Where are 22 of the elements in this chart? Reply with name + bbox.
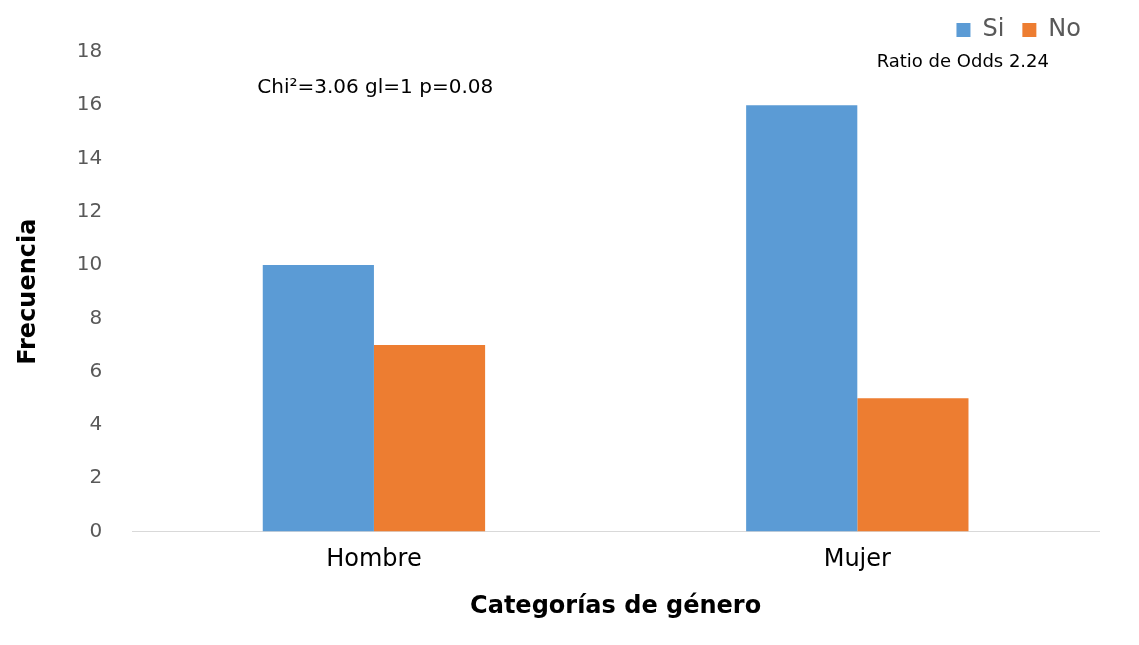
y-tick-label: 14 (76, 144, 103, 169)
bar (262, 265, 374, 532)
bar (746, 105, 858, 532)
annotation: Ratio de Odds 2.24 (876, 49, 1049, 71)
x-axis-title: Categorías de género (470, 590, 762, 619)
y-tick-label: 8 (89, 304, 103, 329)
y-axis-title: Frecuencia (12, 218, 41, 365)
x-tick-label: Mujer (823, 544, 892, 573)
bar (373, 344, 486, 532)
y-tick-label: 10 (76, 251, 103, 276)
y-tick-label: 16 (76, 91, 103, 116)
annotation: Chi²=3.06 gl=1 p=0.08 (257, 74, 494, 99)
y-tick-label: 18 (76, 38, 103, 63)
bar (857, 398, 969, 532)
y-tick-label: 4 (89, 411, 103, 436)
y-tick-label: 2 (89, 464, 103, 489)
legend-label: No (1048, 14, 1081, 43)
legend-label: Si (982, 14, 1005, 43)
y-tick-label: 6 (89, 357, 103, 382)
x-tick-label: Hombre (326, 544, 422, 573)
y-tick-label: 12 (76, 198, 103, 222)
y-tick-label: 0 (89, 517, 103, 542)
